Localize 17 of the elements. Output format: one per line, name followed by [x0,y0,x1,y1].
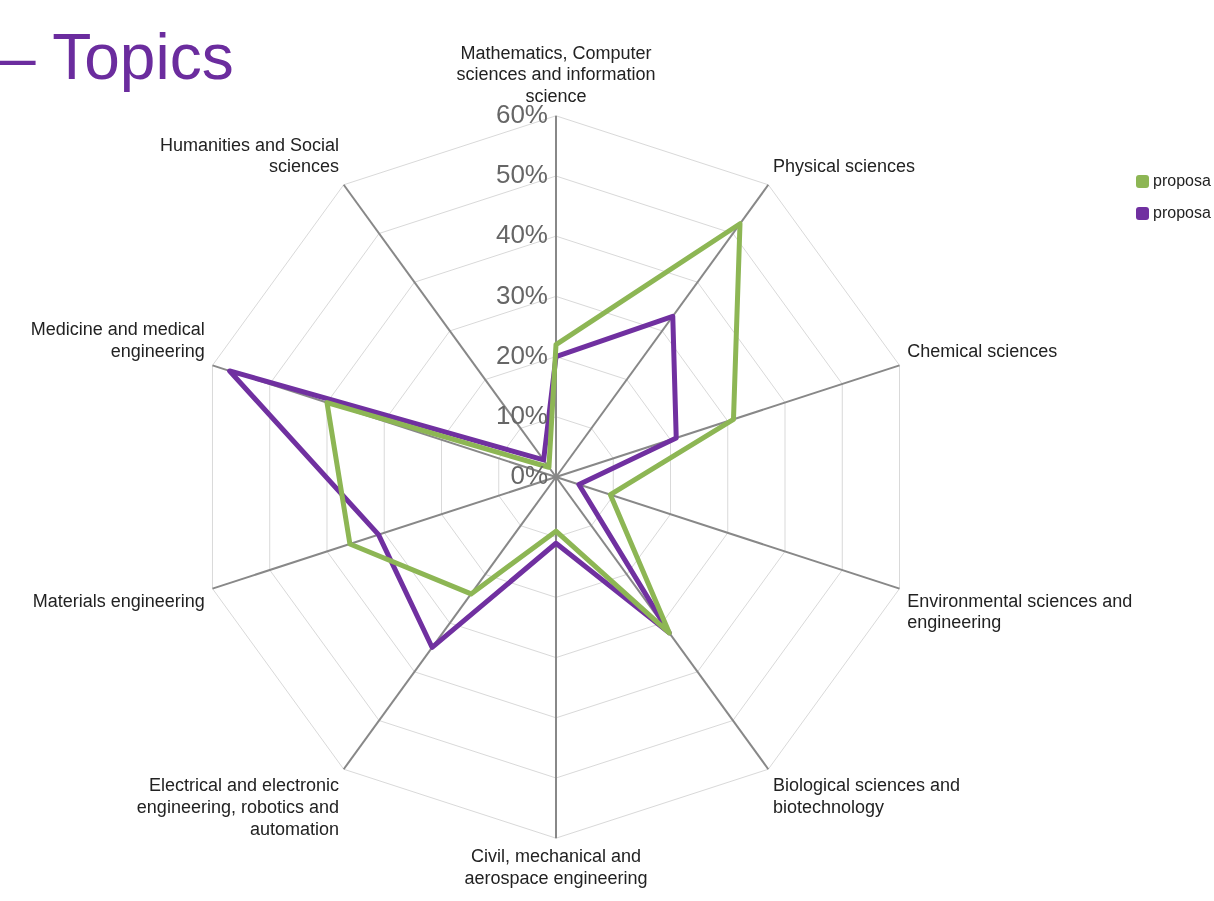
y-tick-label: 30% [495,279,548,310]
spoke-label: Humanities and Social sciences [159,134,339,177]
spoke-label: Medicine and medical engineering [30,319,205,362]
spoke-label: Electrical and electronic engineering, robotics and automation [136,775,339,839]
legend-label: proposa [1153,204,1211,222]
y-tick-label: 50% [495,159,548,190]
spoke-label: Biological sciences and biotechnology [773,775,961,818]
legend-label: proposa [1153,172,1211,190]
y-tick-label: 0% [510,460,548,491]
spoke-label: Environmental sciences and engineering [907,590,1133,633]
y-tick-label: 20% [495,339,548,370]
spoke-label: Chemical sciences [907,341,1058,362]
spoke-label: Physical sciences [773,156,916,177]
y-tick-label: 40% [495,219,548,250]
spoke-label: Civil, mechanical and aerospace engineering [464,845,648,888]
spoke-label: Materials engineering [32,590,205,611]
chart-title: – Topics [0,20,234,94]
